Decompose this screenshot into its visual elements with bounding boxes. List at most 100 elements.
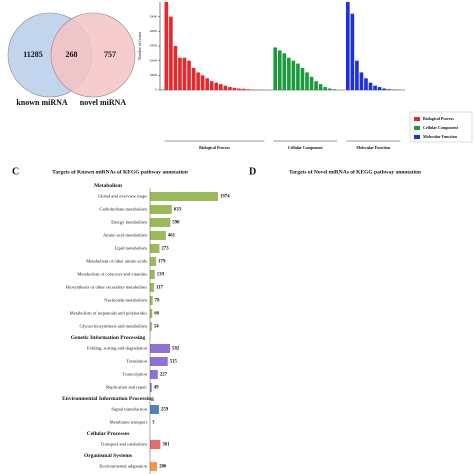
bar xyxy=(350,13,355,90)
bar xyxy=(150,231,166,240)
category-label: Replication and repair xyxy=(106,385,147,390)
value-label: 461 xyxy=(168,234,176,239)
bar xyxy=(209,81,214,90)
bar xyxy=(282,53,287,90)
y-tick-label: 30000 xyxy=(150,44,158,48)
value-label: 259 xyxy=(161,408,169,413)
category-label: Carbohydrate metabolism xyxy=(99,207,147,212)
bar xyxy=(332,89,337,90)
y-tick-label: 0 xyxy=(156,88,158,92)
y-tick-label: 10000 xyxy=(150,73,158,77)
bar xyxy=(191,68,196,90)
legend-label: Molecular Function xyxy=(423,134,458,139)
bar xyxy=(305,72,309,90)
bar xyxy=(150,309,153,318)
bar xyxy=(173,46,178,90)
bar xyxy=(150,270,155,279)
value-label: 117 xyxy=(156,286,164,291)
value-label: 179 xyxy=(158,260,166,265)
bar xyxy=(169,16,173,91)
category-label: Translation xyxy=(126,359,147,364)
legend-label: Cellular Component xyxy=(423,125,459,130)
value-label: 515 xyxy=(170,360,178,365)
bar xyxy=(150,296,153,305)
category-label: Global and overview maps xyxy=(98,194,148,199)
group-label: Molecular Function xyxy=(356,145,391,150)
value-label: 227 xyxy=(160,373,168,378)
bar xyxy=(228,87,232,90)
y-axis-label: Number of Genes xyxy=(137,31,142,60)
category-label: Nucleotide metabolism xyxy=(104,298,147,303)
group-label: Cellular Component xyxy=(288,145,324,150)
bar xyxy=(318,84,323,90)
legend-frame xyxy=(409,111,473,143)
bar xyxy=(150,192,218,201)
bar xyxy=(368,82,373,90)
bar xyxy=(150,218,171,227)
bar xyxy=(200,75,205,90)
category-label: Transcription xyxy=(122,372,147,377)
bar xyxy=(218,84,223,90)
group-header: Genetic Information Processing xyxy=(71,335,146,341)
group-header: Environmental Information Processing xyxy=(62,396,154,402)
group-header: Organismal Systems xyxy=(84,453,132,459)
bar xyxy=(196,72,200,90)
category-label: Signal transduction xyxy=(111,407,147,412)
bar xyxy=(150,244,160,253)
bar xyxy=(346,2,350,90)
bar xyxy=(214,82,219,90)
value-label: 590 xyxy=(172,221,180,226)
category-label: Environmental adaptation xyxy=(99,464,147,469)
bar xyxy=(355,60,359,90)
bar xyxy=(232,87,237,90)
bar xyxy=(382,88,386,90)
bar xyxy=(277,50,282,90)
bar xyxy=(296,63,300,90)
category-label: Metabolism of terpenoids and polyketides xyxy=(70,311,148,316)
panel-label: D xyxy=(249,166,256,177)
bar xyxy=(205,78,209,90)
y-tick-label: 40000 xyxy=(150,29,158,33)
category-label: Energy metabolism xyxy=(111,220,147,225)
panel-title: Targets of Novel miRNAs of KEGG pathway … xyxy=(289,169,421,175)
venn-count: 11285 xyxy=(23,50,43,59)
bar xyxy=(150,205,172,214)
bar xyxy=(300,68,305,90)
venn-count: 757 xyxy=(104,50,116,59)
category-label: Lipid metabolism xyxy=(114,246,147,251)
legend-swatch xyxy=(414,117,420,121)
value-label: 206 xyxy=(159,465,167,470)
value-label: 139 xyxy=(157,273,165,278)
venn-overlap: 268 xyxy=(66,50,78,59)
bar xyxy=(287,57,291,90)
bar xyxy=(150,344,171,353)
bar xyxy=(150,405,159,414)
panel-title: Targets of Known miRNAs of KEGG pathway … xyxy=(52,169,188,175)
bar xyxy=(150,357,168,366)
bar xyxy=(373,85,377,90)
value-label: 582 xyxy=(172,347,180,352)
group-header: Cellular Processes xyxy=(87,431,130,437)
bar xyxy=(377,87,382,90)
bar xyxy=(150,322,152,331)
bar xyxy=(327,88,332,90)
bar xyxy=(164,2,169,90)
bar xyxy=(182,57,187,90)
value-label: 78 xyxy=(155,299,160,304)
bar xyxy=(386,89,391,90)
group-label: Biological Process xyxy=(199,145,230,150)
legend-label: Biological Process xyxy=(423,116,454,121)
bar xyxy=(246,89,250,90)
value-label: 273 xyxy=(161,247,169,252)
value-label: 49 xyxy=(154,386,159,391)
group-header: Metabolism xyxy=(94,183,122,189)
category-label: Biosynthesis of other secondary metaboli… xyxy=(66,285,147,290)
bar xyxy=(273,47,278,90)
bar xyxy=(150,462,158,471)
bar xyxy=(359,72,364,90)
venn-set xyxy=(50,12,136,98)
category-label: Metabolism of cofactors and vitamins xyxy=(77,272,147,277)
category-label: Amino acid metabolism xyxy=(103,233,148,238)
panel-label: C xyxy=(12,166,19,177)
bar xyxy=(291,60,296,90)
